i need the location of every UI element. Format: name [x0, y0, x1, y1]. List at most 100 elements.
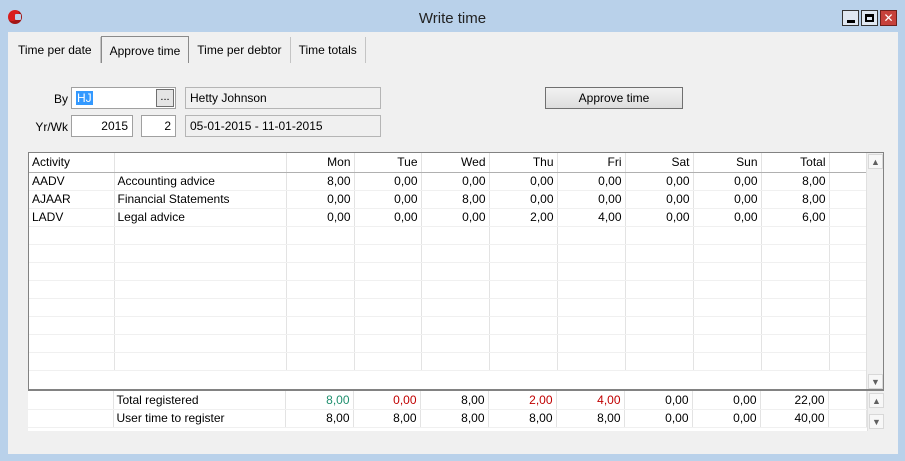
sat-cell[interactable]: 0,00: [625, 172, 694, 191]
total-registered-label: Total registered: [113, 391, 286, 410]
totals-table: Total registered 8,00 0,00 8,00 2,00 4,0…: [28, 391, 867, 428]
empty-row[interactable]: [29, 262, 868, 281]
filler-cell: [828, 409, 867, 428]
totals-scroll-down-icon[interactable]: ▼: [869, 414, 884, 429]
tab-time-totals[interactable]: Time totals: [291, 37, 366, 63]
expected-thu-cell: 8,00: [488, 409, 557, 428]
mon-cell[interactable]: 0,00: [286, 208, 355, 227]
wed-cell[interactable]: 8,00: [421, 190, 490, 209]
window-title: Write time: [418, 10, 487, 27]
registered-thu-cell: 2,00: [488, 391, 557, 410]
filler-cell: [829, 208, 868, 227]
activity-code-cell[interactable]: LADV: [29, 208, 115, 227]
totals-code-cell: [28, 409, 114, 428]
activity-code-cell[interactable]: AJAAR: [29, 190, 115, 209]
registered-tue-cell: 0,00: [353, 391, 421, 410]
empty-row[interactable]: [29, 298, 868, 317]
fri-cell[interactable]: 0,00: [557, 190, 626, 209]
totals-vertical-scrollbar[interactable]: ▲ ▼: [867, 391, 884, 431]
filler-cell: [828, 391, 867, 410]
col-activity-header[interactable]: Activity: [29, 153, 115, 173]
sat-cell[interactable]: 0,00: [625, 190, 694, 209]
client-area: Time per date Approve time Time per debt…: [8, 32, 898, 454]
total-cell: 8,00: [761, 172, 830, 191]
title-bar[interactable]: Write time ✕: [0, 0, 905, 31]
thu-cell[interactable]: 0,00: [489, 190, 558, 209]
approve-time-button[interactable]: Approve time: [545, 87, 683, 109]
registered-fri-cell: 4,00: [556, 391, 625, 410]
col-total-header[interactable]: Total: [761, 153, 830, 173]
wed-cell[interactable]: 0,00: [421, 208, 490, 227]
total-cell: 6,00: [761, 208, 830, 227]
empty-row[interactable]: [29, 280, 868, 299]
col-wed-header[interactable]: Wed: [421, 153, 490, 173]
wed-cell[interactable]: 0,00: [421, 172, 490, 191]
empty-row[interactable]: [29, 352, 868, 371]
col-description-header[interactable]: [114, 153, 287, 173]
totals-code-cell: [28, 391, 114, 410]
sat-cell[interactable]: 0,00: [625, 208, 694, 227]
empty-row[interactable]: [29, 334, 868, 353]
tab-approve-time[interactable]: Approve time: [100, 36, 190, 63]
by-label: By: [53, 92, 68, 106]
activity-description-cell[interactable]: Financial Statements: [114, 190, 287, 209]
col-fri-header[interactable]: Fri: [557, 153, 626, 173]
sun-cell[interactable]: 0,00: [693, 190, 762, 209]
mon-cell[interactable]: 8,00: [286, 172, 355, 191]
thu-cell[interactable]: 2,00: [489, 208, 558, 227]
tue-cell[interactable]: 0,00: [354, 208, 422, 227]
minimize-icon: [846, 19, 855, 23]
tue-cell[interactable]: 0,00: [354, 172, 422, 191]
table-row[interactable]: AADV Accounting advice 8,00 0,00 0,00 0,…: [29, 172, 868, 191]
total-registered-row: Total registered 8,00 0,00 8,00 2,00 4,0…: [28, 391, 867, 410]
table-row[interactable]: LADV Legal advice 0,00 0,00 0,00 2,00 4,…: [29, 208, 868, 227]
col-sat-header[interactable]: Sat: [625, 153, 694, 173]
totals-scroll-up-icon[interactable]: ▲: [869, 393, 884, 408]
empty-row[interactable]: [29, 316, 868, 335]
col-mon-header[interactable]: Mon: [286, 153, 355, 173]
close-icon: ✕: [883, 11, 894, 25]
fri-cell[interactable]: 4,00: [557, 208, 626, 227]
col-thu-header[interactable]: Thu: [489, 153, 558, 173]
scroll-up-icon[interactable]: ▲: [868, 154, 883, 169]
scroll-down-icon[interactable]: ▼: [868, 374, 883, 389]
user-time-label: User time to register: [113, 409, 286, 428]
registered-mon-cell: 8,00: [285, 391, 354, 410]
close-button[interactable]: ✕: [880, 10, 897, 26]
expected-fri-cell: 8,00: [556, 409, 625, 428]
user-time-to-register-row: User time to register 8,00 8,00 8,00 8,0…: [28, 409, 867, 428]
empty-row[interactable]: [29, 244, 868, 263]
expected-sat-cell: 0,00: [624, 409, 693, 428]
expected-total-cell: 40,00: [760, 409, 829, 428]
maximize-button[interactable]: [861, 10, 878, 26]
sun-cell[interactable]: 0,00: [693, 208, 762, 227]
time-table: Activity Mon Tue Wed Thu Fri Sat Sun Tot…: [29, 153, 868, 371]
tab-strip: Time per date Approve time Time per debt…: [10, 36, 366, 63]
tab-time-per-debtor[interactable]: Time per debtor: [189, 37, 291, 63]
tue-cell[interactable]: 0,00: [354, 190, 422, 209]
mon-cell[interactable]: 0,00: [286, 190, 355, 209]
thu-cell[interactable]: 0,00: [489, 172, 558, 191]
maximize-icon: [865, 14, 874, 22]
year-input[interactable]: 2015: [71, 115, 133, 137]
sun-cell[interactable]: 0,00: [693, 172, 762, 191]
week-input[interactable]: 2: [141, 115, 176, 137]
col-sun-header[interactable]: Sun: [693, 153, 762, 173]
table-row[interactable]: AJAAR Financial Statements 0,00 0,00 8,0…: [29, 190, 868, 209]
activity-code-cell[interactable]: AADV: [29, 172, 115, 191]
grid-vertical-scrollbar[interactable]: ▲ ▼: [866, 153, 883, 390]
browse-employee-button[interactable]: ...: [156, 89, 174, 107]
activity-description-cell[interactable]: Legal advice: [114, 208, 287, 227]
tab-time-per-date[interactable]: Time per date: [10, 37, 101, 63]
minimize-button[interactable]: [842, 10, 859, 26]
registered-sat-cell: 0,00: [624, 391, 693, 410]
fri-cell[interactable]: 0,00: [557, 172, 626, 191]
app-icon[interactable]: [8, 10, 22, 24]
employee-code-input[interactable]: HJ: [71, 87, 176, 109]
total-cell: 8,00: [761, 190, 830, 209]
registered-sun-cell: 0,00: [692, 391, 761, 410]
col-tue-header[interactable]: Tue: [354, 153, 422, 173]
empty-row[interactable]: [29, 226, 868, 245]
registered-wed-cell: 8,00: [420, 391, 489, 410]
activity-description-cell[interactable]: Accounting advice: [114, 172, 287, 191]
